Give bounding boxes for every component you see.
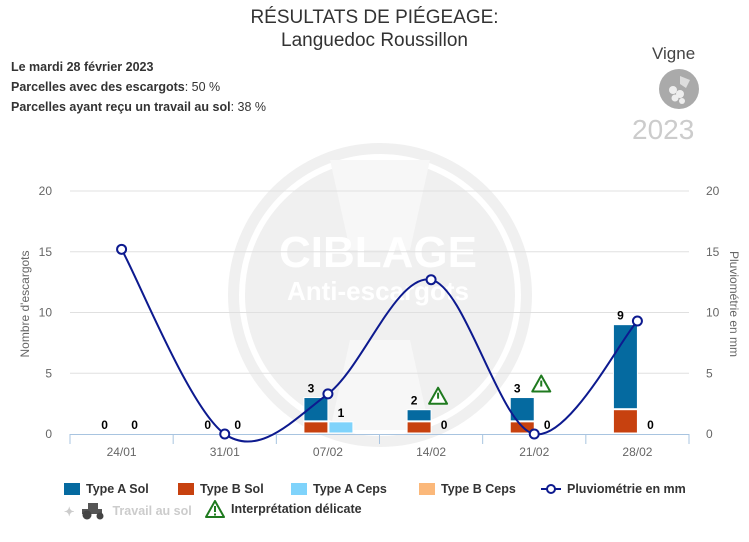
rainfall-point xyxy=(425,274,437,286)
warning-icon-bar xyxy=(540,380,543,387)
x-tick-label: 07/02 xyxy=(313,445,343,459)
date: Le mardi 28 février 2023 xyxy=(11,60,154,74)
stat-snails-label: Parcelles avec des escargots xyxy=(11,80,185,94)
legend-type-a-sol[interactable]: Type A Sol xyxy=(64,482,149,496)
legend-type-a-ceps[interactable]: Type A Ceps xyxy=(291,482,387,496)
stat-snails: Parcelles avec des escargots: 50 % xyxy=(11,80,220,94)
legend-label: Pluviométrie en mm xyxy=(567,482,686,496)
y2-tick-label: 10 xyxy=(706,306,720,320)
legend-rainfall[interactable]: Pluviométrie en mm xyxy=(541,482,686,496)
rainfall-point xyxy=(528,428,540,440)
watermark-logo: CIBLAGE Anti-escargots xyxy=(228,143,532,447)
y2-tick-label: 0 xyxy=(706,427,713,441)
warning-icon xyxy=(205,500,225,518)
crop-label: Vigne xyxy=(652,44,696,63)
stack-label: 0 xyxy=(131,418,138,432)
stack-label: 0 xyxy=(441,418,448,432)
y2-tick-label: 15 xyxy=(706,245,720,259)
bar-type-a-sol xyxy=(406,409,432,422)
x-tick-label: 14/02 xyxy=(416,445,446,459)
stack-label: 0 xyxy=(204,418,211,432)
y2-axis-title: Pluviométrie en mm xyxy=(727,251,741,357)
rainfall-point xyxy=(631,315,643,327)
y-tick-label: 5 xyxy=(45,366,52,380)
watermark-text-1: CIBLAGE xyxy=(279,228,477,277)
bar-type-b-sol xyxy=(612,409,638,434)
x-tick-label: 21/02 xyxy=(519,445,549,459)
stack-label: 1 xyxy=(338,406,345,420)
stat-soil-value: : 38 % xyxy=(230,100,266,114)
tractor-icon xyxy=(82,503,104,520)
plus-marker-icon: ✦ xyxy=(64,504,75,519)
stack-label: 0 xyxy=(647,418,654,432)
y-tick-label: 0 xyxy=(45,427,52,441)
legend-label: Interprétation délicate xyxy=(231,502,362,516)
rainfall-point xyxy=(116,243,128,255)
stack-label: 0 xyxy=(544,418,551,432)
grape-icon xyxy=(659,69,699,109)
rainfall-line xyxy=(120,248,639,443)
stack-label: 0 xyxy=(101,418,108,432)
legend-warning[interactable]: Interprétation délicate xyxy=(205,500,362,518)
warning-icon-bar xyxy=(437,392,440,399)
y-tick-label: 10 xyxy=(39,306,53,320)
y2-tick-label: 5 xyxy=(706,366,713,380)
stat-soil: Parcelles ayant reçu un travail au sol: … xyxy=(11,100,266,114)
line-marker-icon xyxy=(541,484,561,494)
bar-type-a-ceps xyxy=(328,421,354,434)
watermark-text-2: Anti-escargots xyxy=(287,276,469,306)
y-tick-label: 20 xyxy=(39,184,53,198)
legend-label: Type A Sol xyxy=(86,482,149,496)
legend-label: Type B Sol xyxy=(200,482,264,496)
x-tick-label: 28/02 xyxy=(622,445,652,459)
year-label: 2023 xyxy=(632,114,695,145)
rainfall-point xyxy=(219,428,231,440)
stack-label: 9 xyxy=(617,309,624,323)
y-tick-label: 15 xyxy=(39,245,53,259)
legend-soil-work[interactable]: ✦ Travail au sol xyxy=(64,502,192,520)
legend-label: Type B Ceps xyxy=(441,482,516,496)
bar-type-a-sol xyxy=(303,397,329,422)
legend-label: Type A Ceps xyxy=(313,482,387,496)
legend-type-b-sol[interactable]: Type B Sol xyxy=(178,482,264,496)
x-tick-label: 31/01 xyxy=(210,445,240,459)
page-title: RÉSULTATS DE PIÉGEAGE: xyxy=(250,7,499,28)
rainfall-point xyxy=(322,388,334,400)
date-text: Le mardi 28 février 2023 xyxy=(11,60,153,74)
region-title: Languedoc Roussillon xyxy=(281,30,468,51)
stack-label: 2 xyxy=(411,394,418,408)
stack-label: 0 xyxy=(234,418,241,432)
y-axis-title: Nombre d'escargots xyxy=(18,250,32,357)
legend-label: Travail au sol xyxy=(112,504,192,518)
legend-type-b-ceps[interactable]: Type B Ceps xyxy=(419,482,516,496)
bar-type-b-sol xyxy=(303,421,329,434)
stack-label: 3 xyxy=(514,382,521,396)
stat-soil-label: Parcelles ayant reçu un travail au sol xyxy=(11,100,231,114)
stack-label: 3 xyxy=(308,382,315,396)
bar-type-b-sol xyxy=(406,421,432,434)
stat-snails-value: : 50 % xyxy=(184,80,221,94)
y2-tick-label: 20 xyxy=(706,184,720,198)
x-tick-label: 24/01 xyxy=(107,445,137,459)
